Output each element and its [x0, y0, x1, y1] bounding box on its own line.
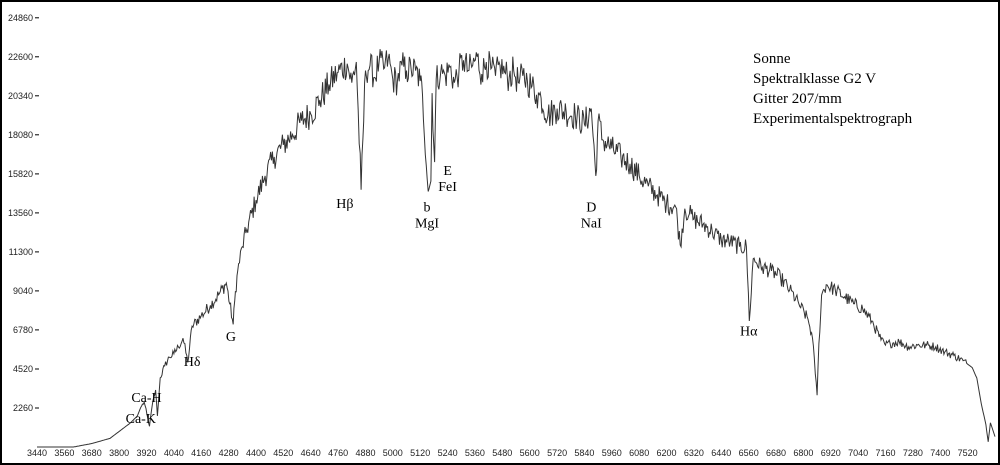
x-tick-label: 5120: [410, 448, 430, 458]
x-tick-label: 6200: [656, 448, 676, 458]
y-tick-label: 4520: [13, 364, 33, 374]
x-tick-label: 5480: [492, 448, 512, 458]
x-tick-label: 4160: [191, 448, 211, 458]
line-annotation-label: Ca-H: [131, 391, 161, 406]
x-tick-label: 6800: [793, 448, 813, 458]
y-tick-label: 22600: [8, 52, 33, 62]
x-tick-label: 4760: [328, 448, 348, 458]
line-annotation-label: MgI: [415, 216, 439, 231]
line-annotation-label: FeI: [438, 180, 457, 195]
line-annotation-label: Hβ: [336, 197, 353, 212]
y-tick-label: 15820: [8, 169, 33, 179]
x-tick-label: 3440: [27, 448, 47, 458]
x-tick-label: 3800: [109, 448, 129, 458]
x-tick-label: 6560: [739, 448, 759, 458]
info-line: Sonne: [753, 51, 791, 67]
x-tick-label: 4520: [273, 448, 293, 458]
x-tick-label: 4880: [355, 448, 375, 458]
x-tick-label: 4280: [219, 448, 239, 458]
x-tick-label: 6080: [629, 448, 649, 458]
x-tick-label: 7280: [903, 448, 923, 458]
x-tick-label: 4400: [246, 448, 266, 458]
y-tick-label: 11300: [9, 247, 33, 257]
x-tick-label: 4640: [301, 448, 321, 458]
line-annotation-label: NaI: [581, 216, 602, 231]
x-tick-label: 3560: [54, 448, 74, 458]
line-annotation-label: Hδ: [184, 355, 201, 370]
x-tick-label: 5600: [520, 448, 540, 458]
y-tick-label: 6780: [13, 325, 33, 335]
line-annotation-label: G: [226, 330, 236, 345]
y-tick-label: 9040: [13, 286, 33, 296]
line-annotation-label: b: [424, 200, 431, 215]
y-tick-label: 2260: [13, 403, 33, 413]
x-tick-label: 7520: [958, 448, 978, 458]
x-tick-label: 6680: [766, 448, 786, 458]
y-tick-label: 18080: [8, 130, 33, 140]
line-annotation-label: E: [443, 164, 452, 179]
spectrum-line: [37, 49, 996, 448]
y-tick-label: 20340: [8, 91, 33, 101]
y-tick-label: 24860: [8, 13, 33, 23]
info-line: Gitter 207/mm: [753, 91, 842, 107]
info-box: Sonne Spektralklasse G2 V Gitter 207/mm Exp…: [753, 51, 913, 127]
x-tick-label: 7040: [848, 448, 868, 458]
x-tick-label: 3920: [136, 448, 156, 458]
x-tick-label: 5720: [547, 448, 567, 458]
info-line: Experimentalspektrograph: [753, 111, 913, 127]
x-tick-label: 5000: [383, 448, 403, 458]
x-tick-label: 6440: [711, 448, 731, 458]
x-tick-label: 5960: [602, 448, 622, 458]
info-line: Spektralklasse G2 V: [753, 71, 876, 87]
x-tick-label: 7400: [930, 448, 950, 458]
x-tick-label: 6920: [821, 448, 841, 458]
x-tick-label: 5360: [465, 448, 485, 458]
x-tick-label: 5840: [574, 448, 594, 458]
line-annotation-label: D: [586, 200, 596, 215]
x-tick-label: 5240: [438, 448, 458, 458]
x-tick-label: 4040: [164, 448, 184, 458]
line-annotation-label: Ca-K: [126, 412, 156, 427]
line-annotation-label: Hα: [740, 325, 758, 340]
x-tick-label: 7160: [875, 448, 895, 458]
x-tick-label: 6320: [684, 448, 704, 458]
x-axis-ticks: 3440 3560 3680 3800 3920 4040 4160 4280 4400 4520…: [27, 448, 978, 458]
y-tick-label: 13560: [8, 208, 33, 218]
y-axis-ticks: 2260 4520 6780 9040 11300 13560 15820 18080 2034…: [8, 13, 39, 413]
x-tick-label: 3680: [82, 448, 102, 458]
